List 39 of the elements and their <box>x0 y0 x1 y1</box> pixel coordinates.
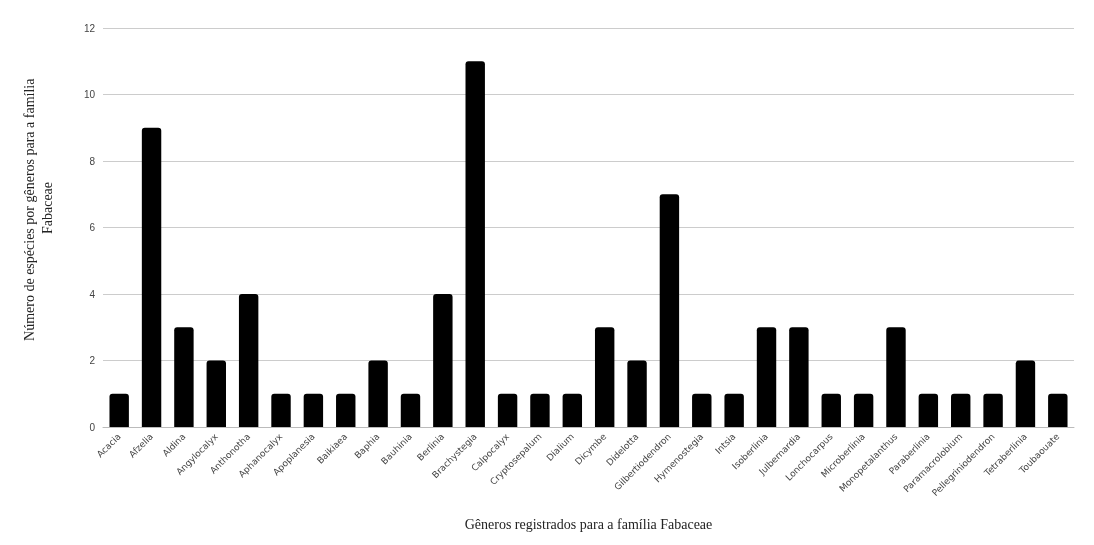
bar <box>530 393 550 427</box>
bar <box>1015 360 1036 427</box>
bar <box>692 393 712 427</box>
bar <box>141 127 162 427</box>
bar <box>303 393 324 427</box>
y-tick-label: 2 <box>89 355 96 366</box>
bar <box>497 393 518 427</box>
bar <box>594 327 615 427</box>
y-tick-label: 8 <box>89 155 96 167</box>
x-axis-title: Gêneros registrados para a família Fabaceae <box>464 516 713 532</box>
y-tick-label: 10 <box>83 89 96 100</box>
bar <box>627 360 647 427</box>
bar <box>886 327 906 427</box>
bar <box>271 393 291 427</box>
bar <box>400 393 421 427</box>
bar <box>433 294 453 427</box>
bar <box>918 393 939 427</box>
y-tick-label: 0 <box>89 421 96 433</box>
bar <box>238 294 259 427</box>
bar <box>789 327 809 427</box>
bar <box>206 360 226 427</box>
y-tick-label: 4 <box>89 288 96 300</box>
bar <box>336 393 356 427</box>
bar <box>1048 393 1068 427</box>
bar <box>724 393 744 427</box>
bar <box>465 61 485 427</box>
bar <box>174 327 194 427</box>
bar <box>821 393 841 427</box>
bar <box>659 194 680 427</box>
bar <box>109 393 129 427</box>
bar <box>853 393 874 427</box>
y-tick-label: 12 <box>83 22 96 34</box>
bar <box>368 360 388 427</box>
bar <box>951 393 971 427</box>
y-axis-title: Número de espécies por gêneros para a família Fabaceae <box>21 75 55 341</box>
y-tick-label: 6 <box>89 222 96 233</box>
bar <box>562 393 583 427</box>
bar <box>756 327 777 427</box>
bar <box>983 393 1003 427</box>
